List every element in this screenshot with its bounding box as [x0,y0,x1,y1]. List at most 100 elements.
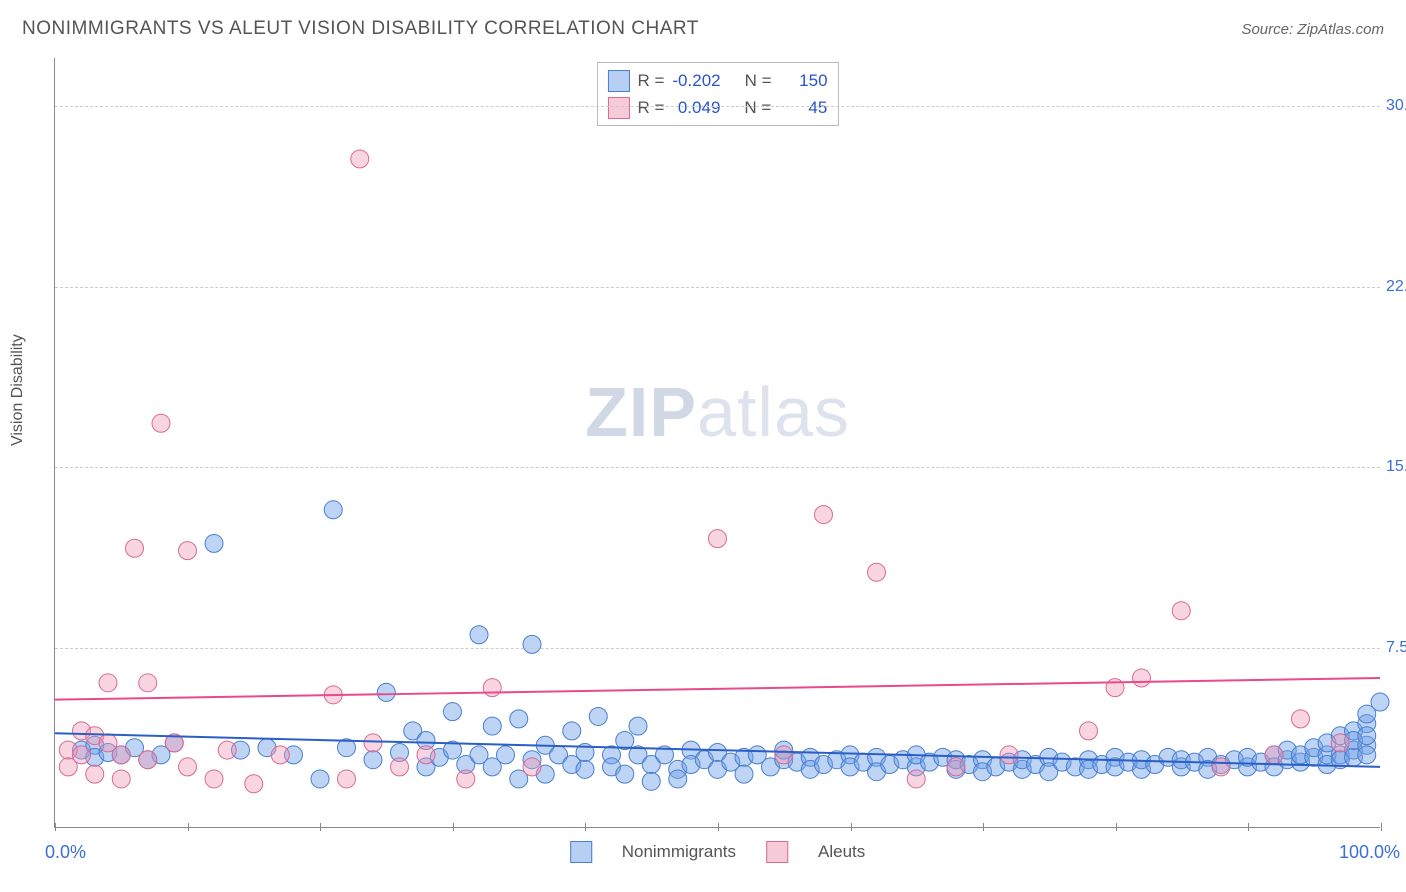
y-tick-label: 30.0% [1386,97,1406,115]
data-point [1265,746,1283,764]
data-point [629,717,647,735]
data-point [497,746,515,764]
data-point [139,674,157,692]
n-value: 150 [780,67,828,94]
gridline [55,467,1380,468]
series-legend: Nonimmigrants Aleuts [570,841,866,863]
data-point [205,534,223,552]
gridline [55,648,1380,649]
data-point [947,758,965,776]
data-point [377,683,395,701]
r-value: -0.202 [672,67,720,94]
data-point [86,765,104,783]
series-label-aleuts: Aleuts [818,842,865,862]
x-tick [188,823,189,831]
data-point [73,746,91,764]
n-label: N = [744,94,771,121]
data-point [669,770,687,788]
x-tick [718,823,719,831]
y-tick-label: 15.0% [1386,458,1406,476]
chart-svg [55,58,1380,827]
data-point [1358,727,1376,745]
chart-title: NONIMMIGRANTS VS ALEUT VISION DISABILITY… [22,18,699,40]
data-point [179,758,197,776]
data-point [815,506,833,524]
data-point [364,734,382,752]
data-point [642,772,660,790]
data-point [1358,746,1376,764]
data-point [417,746,435,764]
data-point [338,770,356,788]
data-point [364,751,382,769]
regression-line [55,678,1380,700]
r-label: R = [637,67,664,94]
plot-area: ZIPatlas R = -0.202 N = 150 R = 0.049 N … [54,58,1380,828]
y-tick-label: 7.5% [1386,639,1406,657]
data-point [589,707,607,725]
data-point [563,722,581,740]
gridline [55,106,1380,107]
data-point [99,674,117,692]
correlation-legend: R = -0.202 N = 150 R = 0.049 N = 45 [596,62,838,126]
data-point [907,770,925,788]
data-point [1080,722,1098,740]
data-point [351,150,369,168]
legend-row-nonimmigrants: R = -0.202 N = 150 [607,67,827,94]
data-point [576,760,594,778]
data-point [523,758,541,776]
data-point [1000,746,1018,764]
data-point [1133,669,1151,687]
data-point [444,703,462,721]
data-point [868,563,886,581]
data-point [457,770,475,788]
swatch-blue-icon [607,70,629,92]
data-point [523,635,541,653]
source-attribution: Source: ZipAtlas.com [1241,21,1384,38]
swatch-pink-icon [766,841,788,863]
data-point [1292,710,1310,728]
title-row: NONIMMIGRANTS VS ALEUT VISION DISABILITY… [22,18,1384,40]
x-tick [851,823,852,831]
data-point [126,539,144,557]
data-point [271,746,289,764]
data-point [483,679,501,697]
x-tick [1248,823,1249,831]
data-point [1331,734,1349,752]
data-point [311,770,329,788]
data-point [709,530,727,548]
r-label: R = [637,94,664,121]
x-tick [453,823,454,831]
data-point [152,414,170,432]
gridline [55,287,1380,288]
x-tick [585,823,586,831]
data-point [1172,602,1190,620]
x-tick [983,823,984,831]
data-point [112,746,130,764]
data-point [510,710,528,728]
n-label: N = [745,67,772,94]
data-point [324,501,342,519]
data-point [139,751,157,769]
data-point [391,758,409,776]
data-point [483,717,501,735]
swatch-pink-icon [607,97,629,119]
legend-row-aleuts: R = 0.049 N = 45 [607,94,827,121]
x-tick [1116,823,1117,831]
x-tick [55,823,56,831]
data-point [112,770,130,788]
x-tick [1381,823,1382,831]
r-value: 0.049 [672,94,720,121]
x-min-label: 0.0% [45,842,86,863]
data-point [775,746,793,764]
data-point [179,542,197,560]
data-point [616,765,634,783]
x-tick [320,823,321,831]
data-point [1212,758,1230,776]
y-axis-label: Vision Disability [9,334,27,446]
n-value: 45 [779,94,827,121]
y-tick-label: 22.5% [1386,278,1406,296]
data-point [205,770,223,788]
swatch-blue-icon [570,841,592,863]
series-label-nonimmigrants: Nonimmigrants [622,842,736,862]
data-point [735,765,753,783]
